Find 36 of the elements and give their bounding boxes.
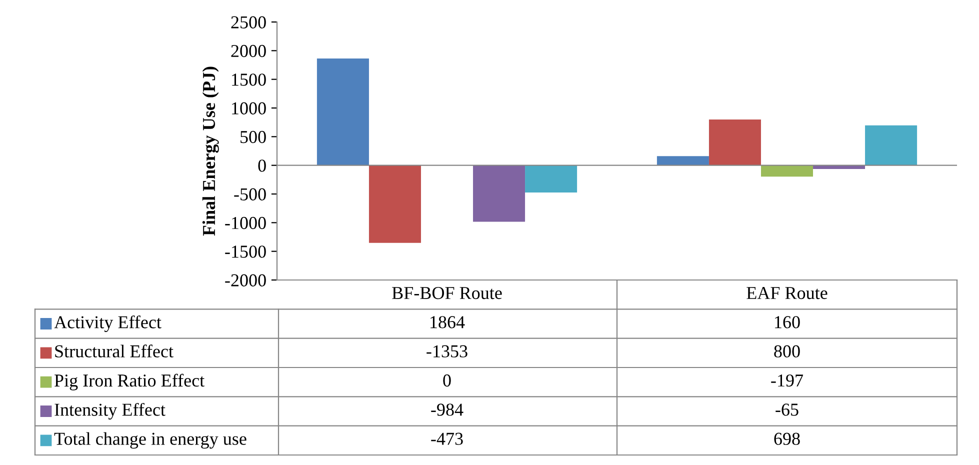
data-label: -65 bbox=[776, 404, 798, 416]
y-axis-title: Final Energy Use (PJ) bbox=[202, 66, 219, 236]
legend-label: Total change in energy use bbox=[54, 432, 246, 449]
bar bbox=[708, 119, 761, 166]
data-label: 0 bbox=[443, 374, 451, 387]
data-label: -984 bbox=[431, 404, 464, 416]
y-tick-label: 1000 bbox=[232, 102, 266, 114]
y-tick-label: 2500 bbox=[231, 16, 266, 28]
bar bbox=[316, 58, 369, 166]
legend-label: Pig Iron Ratio Effect bbox=[54, 374, 205, 390]
y-tick-label: -500 bbox=[234, 188, 266, 200]
x-tick-label: EAF Route bbox=[746, 287, 828, 300]
x-tick-label: BF-BOF Route bbox=[392, 286, 502, 300]
data-label: 160 bbox=[775, 316, 800, 328]
y-tick-label: -1500 bbox=[225, 246, 266, 258]
y-tick-label: 2000 bbox=[231, 44, 266, 58]
data-label: 800 bbox=[774, 345, 800, 358]
y-tick-label: 500 bbox=[240, 130, 266, 144]
bar bbox=[368, 165, 421, 243]
legend-label: Intensity Effect bbox=[54, 402, 166, 420]
y-tick-label: 0 bbox=[258, 160, 266, 172]
data-label: -473 bbox=[431, 432, 463, 445]
data-label: -1353 bbox=[426, 345, 468, 358]
bar bbox=[525, 165, 578, 192]
bar bbox=[656, 156, 709, 166]
data-label: 698 bbox=[774, 432, 800, 445]
bar bbox=[760, 165, 814, 177]
bar bbox=[473, 165, 526, 222]
legend-label: Activity Effect bbox=[54, 315, 162, 332]
y-tick-label: -1000 bbox=[225, 216, 266, 230]
y-tick-label: -2000 bbox=[225, 274, 266, 286]
bar bbox=[865, 125, 918, 166]
y-tick-label: 1500 bbox=[232, 74, 266, 86]
data-label: 1864 bbox=[430, 316, 465, 328]
legend-label: Structural Effect bbox=[55, 344, 174, 358]
data-label: -197 bbox=[771, 374, 804, 387]
